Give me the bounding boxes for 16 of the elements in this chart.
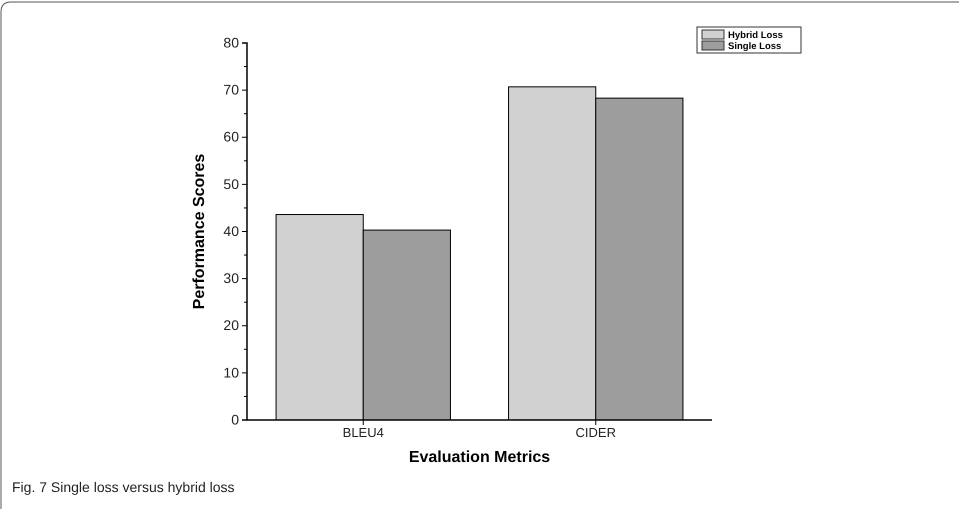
y-tick-label: 70: [223, 82, 240, 98]
x-tick-label: BLEU4: [342, 425, 384, 440]
x-tick-label: CIDER: [576, 425, 616, 440]
y-axis-title: Performance Scores: [191, 154, 208, 310]
x-axis-title: Evaluation Metrics: [408, 449, 550, 466]
y-tick-label: 0: [231, 411, 240, 428]
legend-label: Hybrid Loss: [728, 30, 783, 41]
y-tick-label: 50: [223, 176, 240, 192]
legend-label: Single Loss: [728, 41, 782, 52]
y-tick-label: 40: [223, 222, 240, 239]
y-tick-label: 80: [223, 34, 240, 50]
y-tick-label: 20: [223, 317, 240, 334]
y-tick-label: 60: [223, 128, 240, 145]
caption: Fig. 7 Single loss versus hybrid loss: [12, 479, 235, 495]
y-tick-label: 30: [223, 270, 240, 286]
y-tick-label: 10: [223, 364, 240, 380]
